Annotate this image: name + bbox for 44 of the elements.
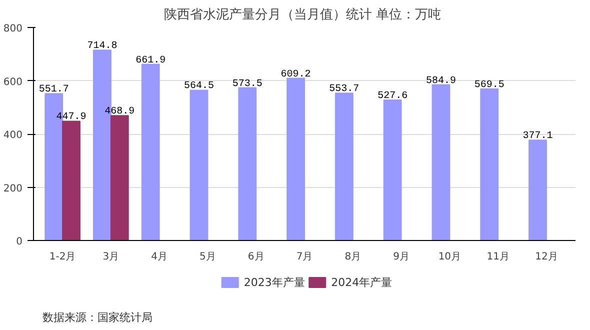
data-label: 377.1 xyxy=(522,131,553,142)
data-label: 527.6 xyxy=(378,91,408,102)
x-tick-label: 5月 xyxy=(200,252,216,262)
x-tick-label: 8月 xyxy=(344,252,362,262)
data-label: 553.7 xyxy=(329,84,360,96)
x-tick-label: 10月 xyxy=(438,252,462,262)
source-note: 数据来源：国家统计局 xyxy=(42,311,153,324)
y-tick-label: 200 xyxy=(3,183,23,194)
y-tick-label: 0 xyxy=(16,236,23,248)
bar xyxy=(432,84,450,240)
data-label: 584.9 xyxy=(426,76,456,87)
data-label: 609.2 xyxy=(280,69,311,80)
data-label: 468.9 xyxy=(104,106,135,118)
y-tick-label: 600 xyxy=(3,76,23,88)
bar xyxy=(334,92,354,240)
data-label: 661.9 xyxy=(136,55,166,66)
bar xyxy=(528,140,547,240)
x-tick-label: 9月 xyxy=(393,252,410,262)
x-tick-label: 12月 xyxy=(535,252,558,262)
x-tick-label: 11月 xyxy=(486,252,510,262)
legend-label: 2023年产量 xyxy=(244,276,305,289)
bar xyxy=(238,87,257,240)
data-label: 569.5 xyxy=(474,80,504,91)
bar xyxy=(110,115,129,240)
bar xyxy=(62,120,80,240)
bar xyxy=(480,88,499,240)
bar xyxy=(141,64,160,240)
legend-label: 2024年产量 xyxy=(331,276,392,289)
x-tick-label: 6月 xyxy=(248,252,264,262)
bar xyxy=(383,100,402,240)
x-tick-label: 4月 xyxy=(151,252,168,262)
data-label: 564.5 xyxy=(184,81,214,92)
x-tick-label: 1-2月 xyxy=(49,252,76,262)
data-label: 573.5 xyxy=(232,78,262,90)
y-tick-label: 800 xyxy=(3,24,23,34)
data-label: 714.8 xyxy=(87,41,118,52)
bar xyxy=(190,90,208,240)
chart-title: 陕西省水泥产量分月（当月值）统计 单位：万吨 xyxy=(164,8,442,22)
x-tick-label: 3月 xyxy=(102,252,120,262)
bar xyxy=(286,78,305,240)
data-label: 447.9 xyxy=(56,112,86,124)
data-label: 551.7 xyxy=(38,84,69,96)
x-tick-label: 7月 xyxy=(296,252,313,262)
y-tick-label: 400 xyxy=(3,130,23,141)
